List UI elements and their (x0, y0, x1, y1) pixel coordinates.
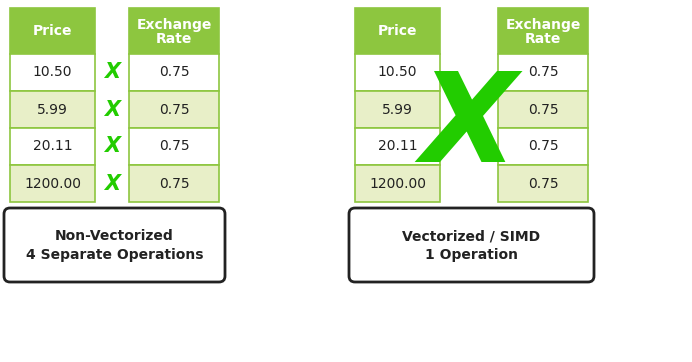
Bar (129, 8, 219, 54)
Text: Price: Price (33, 24, 72, 38)
Text: 10.50: 10.50 (378, 66, 417, 80)
Text: Exchange: Exchange (505, 18, 581, 32)
Text: X: X (421, 67, 517, 189)
Text: Rate: Rate (525, 32, 561, 46)
Text: 0.75: 0.75 (528, 102, 558, 117)
Bar (10, 128, 95, 165)
FancyBboxPatch shape (349, 208, 594, 282)
Bar (498, 91, 588, 128)
Text: 20.11: 20.11 (378, 139, 417, 153)
Text: 10.50: 10.50 (33, 66, 72, 80)
FancyBboxPatch shape (4, 208, 225, 282)
Bar (355, 54, 440, 91)
Text: Non-Vectorized: Non-Vectorized (55, 229, 174, 243)
Bar (129, 165, 219, 202)
Bar (498, 165, 588, 202)
Text: Exchange: Exchange (136, 18, 212, 32)
Text: 20.11: 20.11 (33, 139, 72, 153)
Bar (10, 165, 95, 202)
Bar (498, 8, 588, 54)
Text: 0.75: 0.75 (528, 66, 558, 80)
Bar (129, 128, 219, 165)
Text: 0.75: 0.75 (158, 177, 190, 190)
Text: 1 Operation: 1 Operation (425, 248, 518, 262)
Bar (498, 128, 588, 165)
Text: Price: Price (378, 24, 417, 38)
Bar (355, 165, 440, 202)
Bar (498, 54, 588, 91)
Text: 5.99: 5.99 (37, 102, 68, 117)
Text: 0.75: 0.75 (158, 66, 190, 80)
Text: X: X (104, 63, 120, 83)
Bar (10, 91, 95, 128)
Text: Vectorized / SIMD: Vectorized / SIMD (403, 229, 540, 243)
Text: 4 Separate Operations: 4 Separate Operations (26, 248, 203, 262)
Text: 0.75: 0.75 (158, 139, 190, 153)
Text: 0.75: 0.75 (528, 177, 558, 190)
Bar (10, 8, 95, 54)
Text: X: X (104, 136, 120, 156)
Bar (355, 91, 440, 128)
Text: X: X (104, 173, 120, 194)
Text: 0.75: 0.75 (528, 139, 558, 153)
Text: Rate: Rate (156, 32, 192, 46)
Text: 0.75: 0.75 (158, 102, 190, 117)
Text: 1200.00: 1200.00 (24, 177, 81, 190)
Bar (10, 54, 95, 91)
Text: X: X (104, 100, 120, 119)
Text: 5.99: 5.99 (382, 102, 413, 117)
Text: 1200.00: 1200.00 (369, 177, 426, 190)
Bar (355, 128, 440, 165)
Bar (129, 91, 219, 128)
Bar (355, 8, 440, 54)
Bar (129, 54, 219, 91)
